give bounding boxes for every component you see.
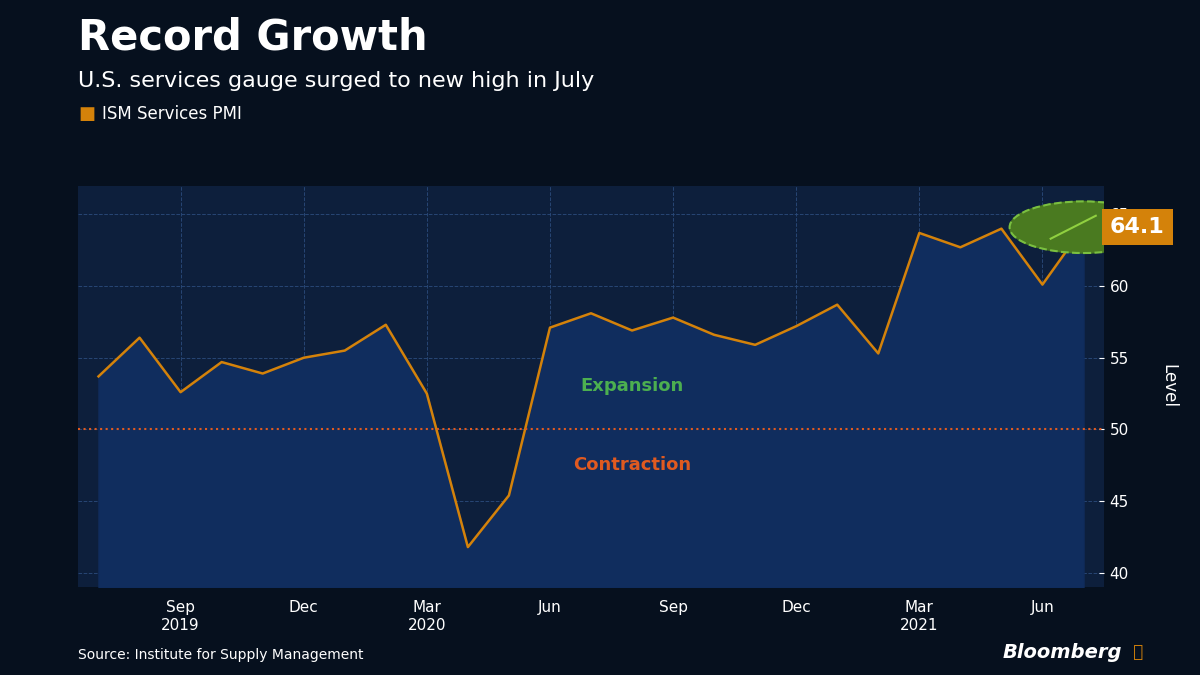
Text: Bloomberg: Bloomberg — [1002, 643, 1122, 662]
Text: ⧧: ⧧ — [1128, 643, 1144, 662]
Text: Expansion: Expansion — [581, 377, 684, 396]
Circle shape — [1009, 201, 1157, 253]
Text: 64.1: 64.1 — [1110, 217, 1165, 237]
Text: U.S. services gauge surged to new high in July: U.S. services gauge surged to new high i… — [78, 71, 594, 91]
Text: ■: ■ — [78, 105, 95, 123]
Y-axis label: Level: Level — [1159, 364, 1177, 408]
Text: Contraction: Contraction — [572, 456, 691, 475]
Text: Source: Institute for Supply Management: Source: Institute for Supply Management — [78, 647, 364, 662]
Text: Record Growth: Record Growth — [78, 17, 427, 59]
Text: ISM Services PMI: ISM Services PMI — [102, 105, 242, 123]
